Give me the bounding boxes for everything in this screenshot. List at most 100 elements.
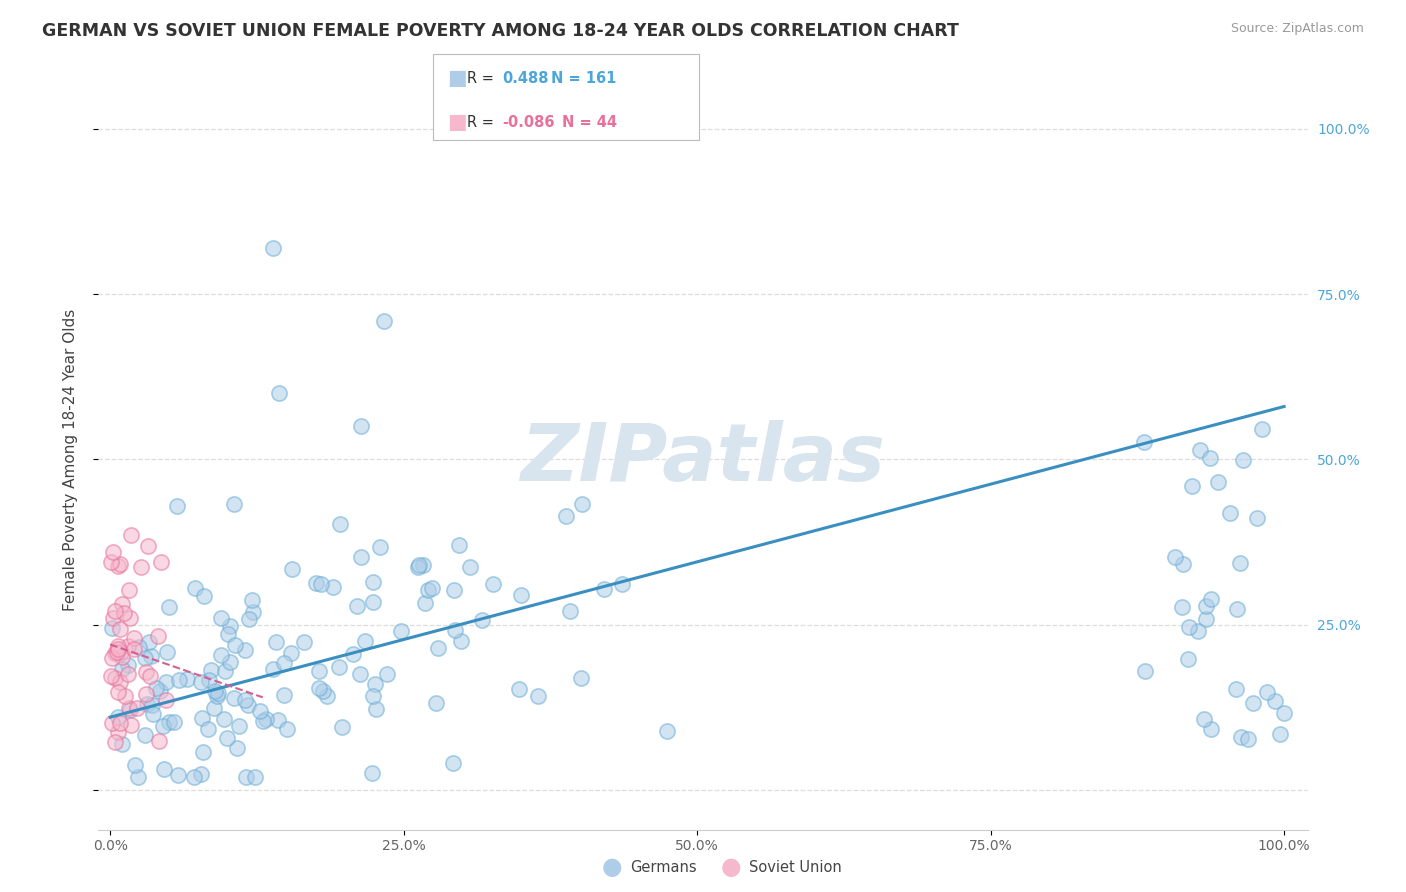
Point (273, 656, 295, 670)
Point (555, 508, 578, 523)
Point (1206, 475, 1229, 490)
Point (107, 639, 129, 653)
Point (111, 662, 134, 676)
Point (273, 688, 295, 702)
Point (100, 668, 122, 682)
Point (159, 715, 181, 730)
Point (238, 698, 260, 712)
Point (193, 589, 215, 603)
Point (238, 612, 260, 626)
Point (104, 671, 127, 685)
Point (1241, 696, 1264, 710)
Point (118, 611, 141, 625)
Point (262, 241, 284, 255)
Point (107, 558, 129, 573)
Point (422, 582, 444, 596)
Point (346, 599, 368, 614)
Point (1256, 685, 1278, 699)
Point (292, 635, 315, 649)
Y-axis label: Female Poverty Among 18-24 Year Olds: Female Poverty Among 18-24 Year Olds (63, 309, 77, 610)
Point (262, 662, 284, 676)
Point (329, 517, 352, 532)
Point (139, 648, 162, 663)
Point (252, 714, 274, 729)
Text: N = 161: N = 161 (551, 71, 616, 86)
Point (1264, 694, 1286, 708)
Point (240, 592, 263, 607)
Point (155, 674, 177, 689)
Text: ●: ● (721, 855, 741, 879)
Text: ●: ● (602, 855, 621, 879)
Point (373, 313, 395, 327)
Point (117, 657, 139, 672)
Point (100, 555, 122, 569)
Point (127, 770, 149, 784)
Point (149, 684, 172, 698)
Point (183, 581, 205, 595)
Point (111, 598, 134, 612)
Point (152, 763, 174, 777)
Point (207, 690, 229, 704)
Text: Germans: Germans (630, 860, 696, 874)
Point (266, 634, 288, 648)
Point (152, 719, 174, 733)
Point (222, 690, 245, 705)
Point (308, 665, 330, 679)
Point (207, 686, 229, 700)
Point (117, 639, 139, 653)
Point (145, 681, 167, 695)
Point (104, 647, 127, 661)
Point (138, 635, 160, 649)
Point (107, 710, 129, 724)
Point (361, 690, 384, 704)
Point (128, 640, 150, 655)
Point (321, 580, 343, 594)
Point (426, 640, 449, 655)
Point (104, 735, 127, 749)
Point (612, 577, 634, 591)
Point (163, 714, 186, 729)
Point (156, 645, 179, 659)
Point (408, 558, 430, 572)
Point (443, 582, 465, 597)
Point (281, 562, 304, 576)
Point (350, 550, 373, 565)
Point (1272, 706, 1295, 721)
Point (214, 664, 236, 678)
Point (166, 499, 188, 513)
Point (1226, 601, 1249, 615)
Text: N = 44: N = 44 (562, 115, 617, 129)
Point (312, 683, 335, 698)
Point (254, 712, 277, 726)
Point (197, 722, 219, 736)
Point (107, 642, 129, 657)
Point (354, 634, 377, 648)
Point (159, 599, 181, 614)
Point (103, 544, 125, 558)
Point (1187, 624, 1209, 639)
Point (217, 627, 239, 641)
Point (107, 725, 129, 739)
Point (183, 770, 205, 784)
Point (190, 674, 212, 689)
Point (129, 560, 152, 574)
Point (1201, 722, 1223, 736)
Point (305, 576, 328, 591)
Point (142, 707, 165, 722)
Point (1192, 712, 1215, 726)
Point (350, 419, 373, 434)
Point (267, 386, 290, 401)
Point (167, 768, 190, 782)
Point (366, 702, 388, 716)
Point (425, 696, 447, 710)
Text: ■: ■ (447, 112, 467, 132)
Point (1225, 681, 1247, 696)
Point (136, 698, 159, 712)
Point (111, 650, 134, 665)
Point (1199, 591, 1222, 606)
Point (209, 611, 232, 625)
Point (418, 582, 440, 597)
Point (122, 641, 145, 656)
Point (124, 758, 146, 772)
Point (204, 684, 226, 698)
